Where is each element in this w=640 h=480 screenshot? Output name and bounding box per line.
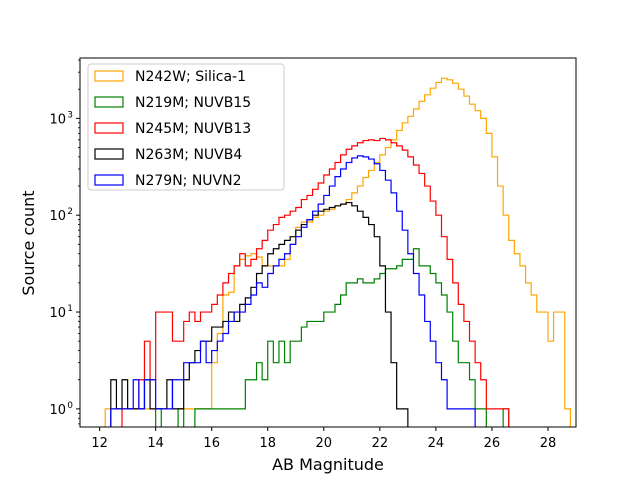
y-tick-exponent: 1 (67, 304, 73, 314)
legend-swatch (94, 148, 124, 160)
x-tick-label: 12 (91, 436, 108, 451)
x-tick-label: 16 (203, 436, 220, 451)
legend-label: N219M; NUVB15 (135, 95, 251, 111)
legend: N242W; Silica-1 N219M; NUVB15 N245M; NUVB1… (87, 63, 285, 191)
legend-box (87, 63, 285, 191)
x-tick-label: 20 (316, 436, 333, 451)
y-tick-label: 10 (49, 112, 66, 127)
legend-swatch (94, 70, 124, 82)
x-tick-label: 26 (484, 436, 501, 451)
series-line-2 (121, 137, 510, 427)
axes-frame (79, 57, 577, 428)
x-axis-label: AB Magnitude (272, 455, 384, 474)
series-line-3 (110, 201, 409, 427)
series-line-4 (110, 155, 476, 427)
legend-swatch (94, 122, 124, 134)
y-tick-exponent: 3 (67, 110, 73, 120)
x-tick-label: 18 (259, 436, 276, 451)
series-layer (104, 77, 571, 427)
legend-swatch (94, 96, 124, 108)
y-axis-label: Source count (19, 190, 38, 295)
x-tick-label: 14 (147, 436, 164, 451)
legend-label: N279N; NUVN2 (135, 173, 242, 189)
y-tick-label: 10 (49, 403, 66, 418)
series-line-1 (155, 248, 510, 427)
x-tick-label: 24 (428, 436, 445, 451)
legend-label: N242W; Silica-1 (135, 69, 246, 85)
x-tick-label: 28 (540, 436, 557, 451)
legend-label: N245M; NUVB13 (135, 121, 251, 137)
y-tick-label: 10 (49, 306, 66, 321)
y-tick-exponent: 2 (67, 207, 73, 217)
x-tick-label: 22 (372, 436, 389, 451)
legend-label: N263M; NUVB4 (135, 147, 242, 163)
y-tick-label: 10 (49, 209, 66, 224)
legend-swatch (94, 174, 124, 186)
x-axis: 12 14 16 18 20 22 24 26 28 (91, 427, 556, 451)
y-tick-exponent: 0 (67, 401, 73, 411)
